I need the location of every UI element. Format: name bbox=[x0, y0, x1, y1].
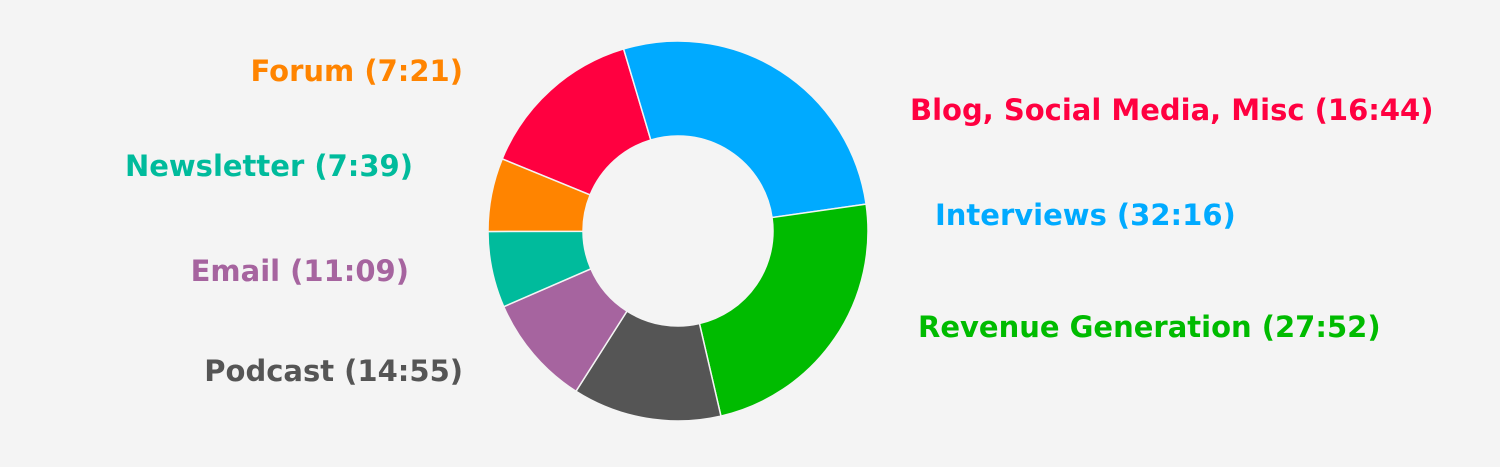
label-blog-social-media-misc: Blog, Social Media, Misc (16:44) bbox=[910, 93, 1434, 127]
label-interviews: Interviews (32:16) bbox=[935, 198, 1236, 232]
slice-revenue-generation bbox=[698, 203, 869, 417]
label-forum: Forum (7:21) bbox=[250, 54, 463, 88]
slice-interviews bbox=[622, 40, 867, 219]
slice-forum bbox=[487, 157, 592, 233]
label-revenue-generation: Revenue Generation (27:52) bbox=[918, 310, 1381, 344]
label-newsletter: Newsletter (7:39) bbox=[124, 149, 413, 183]
label-podcast: Podcast (14:55) bbox=[204, 354, 463, 388]
label-email: Email (11:09) bbox=[190, 254, 409, 288]
